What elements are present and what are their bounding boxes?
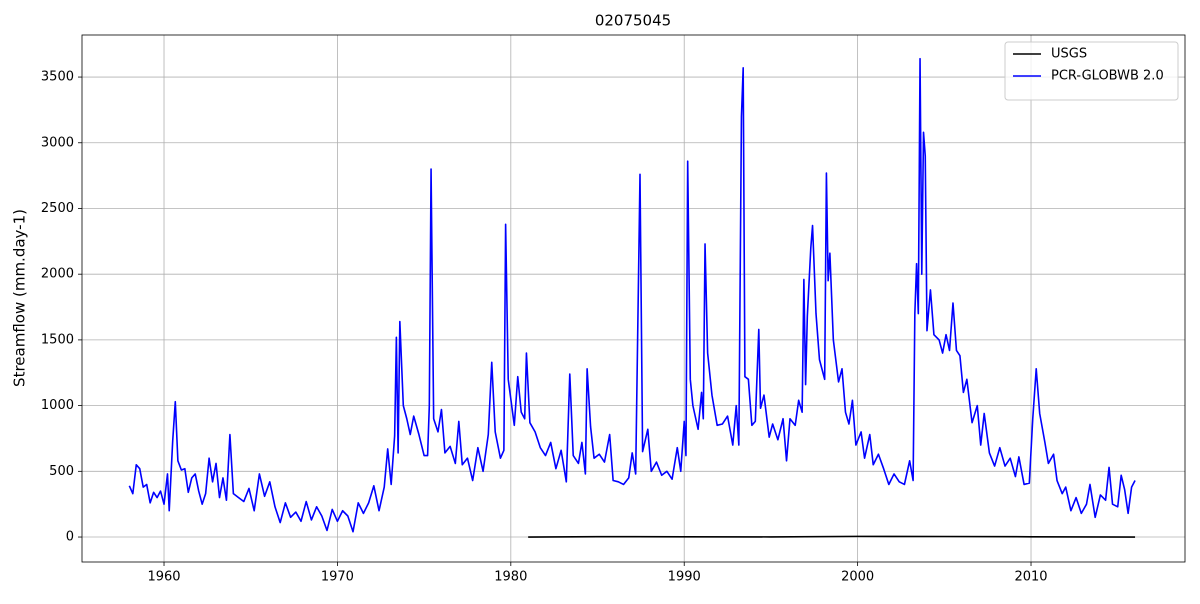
x-tick-label: 1970 xyxy=(321,570,354,585)
y-tick-label: 500 xyxy=(49,464,74,479)
y-tick-label: 2500 xyxy=(41,201,74,216)
y-tick-label: 1000 xyxy=(41,398,74,413)
x-tick-label: 2010 xyxy=(1014,570,1047,585)
series-line xyxy=(528,535,1136,538)
y-tick-label: 1500 xyxy=(41,332,74,347)
x-tick-label: 1980 xyxy=(494,570,527,585)
y-tick-label: 3000 xyxy=(41,135,74,150)
legend-label: PCR-GLOBWB 2.0 xyxy=(1051,69,1164,84)
x-tick-label: 1960 xyxy=(147,570,180,585)
y-tick-label: 2000 xyxy=(41,267,74,282)
legend-label: USGS xyxy=(1051,47,1087,62)
x-tick-label: 1990 xyxy=(668,570,701,585)
legend: USGS PCR-GLOBWB 2.0 xyxy=(1004,41,1179,101)
y-tick-label: 0 xyxy=(66,530,74,545)
legend-box xyxy=(1004,41,1179,101)
y-tick-label: 3500 xyxy=(41,70,74,85)
series-line xyxy=(128,57,1136,533)
plot-area xyxy=(128,57,1136,538)
axes-frame xyxy=(81,34,1186,563)
chart-title: 02075045 xyxy=(595,12,671,30)
y-axis-label: Streamflow (mm.day-1) xyxy=(11,209,29,387)
grid: 1960 1970 1980 1990 2000 2010 0 500 1000 1500 2000… xyxy=(41,35,1185,585)
x-tick-label: 2000 xyxy=(841,570,874,585)
